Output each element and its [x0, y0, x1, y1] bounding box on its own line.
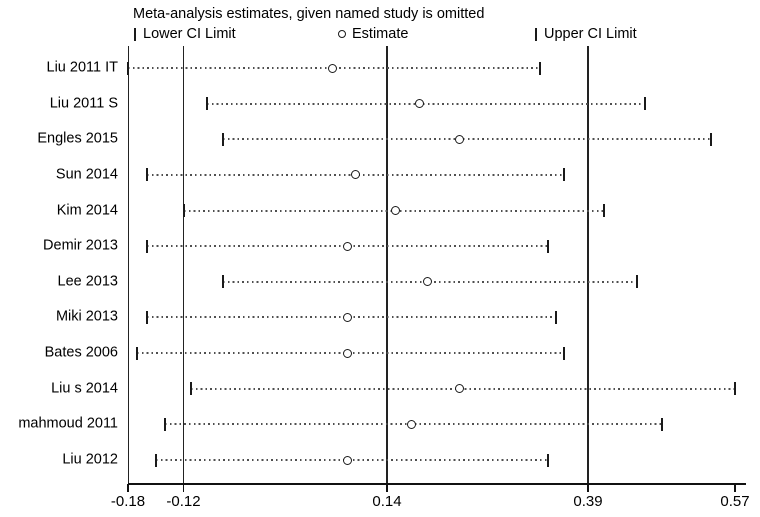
study-label: Liu 2011 IT — [46, 59, 118, 76]
legend-item-upper-ci: Upper CI Limit — [535, 25, 637, 43]
upper-ci-marker — [603, 204, 606, 218]
lower-ci-marker — [205, 97, 208, 111]
upper-ci-marker — [538, 61, 541, 75]
upper-ci-marker — [562, 346, 565, 360]
ci-range-line — [206, 102, 646, 105]
estimate-marker — [343, 312, 353, 322]
lower-ci-marker — [154, 453, 157, 467]
study-label: Sun 2014 — [55, 166, 118, 183]
reference-line-2 — [587, 46, 589, 483]
lower-ci-marker — [145, 310, 148, 324]
legend-label-lower-ci: Lower CI Limit — [143, 26, 236, 42]
study-label: Bates 2006 — [44, 344, 118, 361]
study-label: Kim 2014 — [56, 202, 118, 219]
lower-ci-marker — [190, 382, 193, 396]
legend-label-estimate: Estimate — [352, 26, 409, 42]
ci-range-line — [222, 138, 711, 141]
estimate-marker — [343, 348, 353, 358]
estimate-marker — [406, 419, 416, 429]
legend-item-lower-ci: Lower CI Limit — [134, 25, 236, 43]
estimate-marker — [351, 170, 361, 180]
lower-ci-marker — [145, 239, 148, 253]
upper-ci-marker — [644, 97, 647, 111]
lower-ci-marker — [164, 417, 166, 431]
study-label: mahmoud 2011 — [18, 416, 118, 433]
lower-ci-bar-icon — [134, 27, 136, 41]
upper-ci-bar-icon — [535, 27, 537, 41]
upper-ci-marker — [734, 382, 736, 396]
estimate-marker — [343, 455, 353, 465]
estimate-marker — [327, 63, 337, 73]
study-label: Liu 2012 — [62, 451, 118, 468]
lower-ci-marker — [221, 132, 224, 146]
upper-ci-marker — [562, 168, 565, 182]
study-label: Engles 2015 — [37, 130, 118, 147]
x-axis-tick — [182, 484, 185, 492]
x-axis-line — [128, 483, 746, 485]
x-axis-tick-label: 0.39 — [573, 493, 603, 510]
upper-ci-marker — [709, 132, 712, 146]
legend-item-estimate: Estimate — [338, 25, 408, 43]
study-label: Liu s 2014 — [51, 380, 118, 397]
upper-ci-marker — [660, 417, 663, 431]
upper-ci-marker — [554, 310, 557, 324]
estimate-marker — [422, 277, 432, 287]
x-axis-tick-label: 0.57 — [720, 493, 750, 510]
lower-ci-marker — [127, 61, 129, 75]
reference-line-0 — [182, 46, 185, 483]
x-axis-tick — [734, 484, 736, 492]
x-axis-tick-label: -0.12 — [166, 493, 201, 510]
upper-ci-marker — [636, 275, 638, 289]
upper-ci-marker — [546, 239, 549, 253]
study-label: Miki 2013 — [55, 309, 118, 326]
x-axis-tick — [386, 484, 388, 492]
plot-left-border — [127, 46, 129, 483]
legend-label-upper-ci: Upper CI Limit — [544, 26, 637, 42]
estimate-circle-icon — [338, 30, 346, 38]
estimate-marker — [414, 99, 424, 109]
study-label: Liu 2011 S — [49, 95, 118, 112]
lower-ci-marker — [145, 168, 148, 182]
study-label: Demir 2013 — [43, 237, 118, 254]
x-axis-tick-label: -0.18 — [110, 493, 146, 510]
x-axis-tick-label: 0.14 — [372, 493, 402, 510]
chart-title: Meta-analysis estimates, given named stu… — [133, 6, 485, 22]
x-axis-tick — [587, 484, 589, 492]
estimate-marker — [343, 241, 353, 251]
lower-ci-marker — [136, 346, 139, 360]
x-axis-tick — [127, 484, 129, 492]
estimate-marker — [390, 206, 400, 216]
estimate-marker — [454, 384, 464, 394]
upper-ci-marker — [546, 453, 549, 467]
study-label: Lee 2013 — [57, 273, 118, 290]
lower-ci-marker — [221, 275, 224, 289]
reference-line-1 — [386, 46, 388, 483]
lower-ci-marker — [182, 204, 185, 218]
estimate-marker — [454, 134, 464, 144]
